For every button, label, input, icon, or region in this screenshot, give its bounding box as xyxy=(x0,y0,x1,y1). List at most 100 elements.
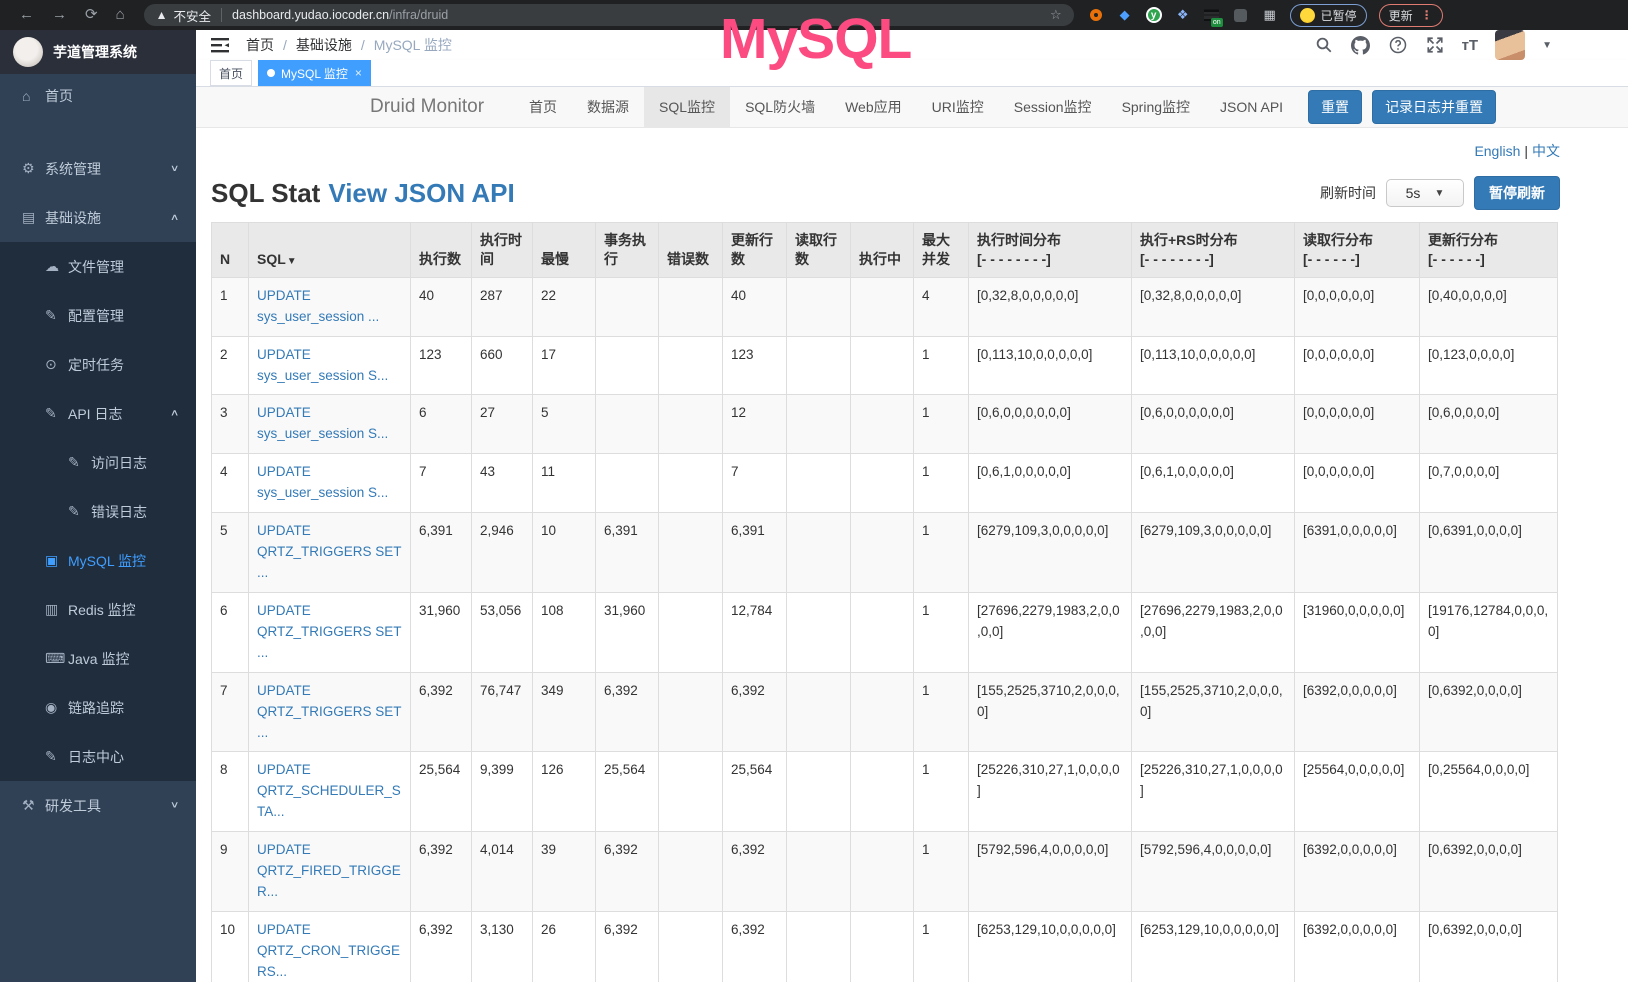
fullscreen-icon[interactable] xyxy=(1425,35,1445,55)
col-header-执行+RS时分布[interactable]: 执行+RS时分布 [- - - - - - - -] xyxy=(1131,222,1295,278)
stat-cell xyxy=(850,591,914,673)
search-icon[interactable] xyxy=(1314,35,1334,55)
reset-button[interactable]: 重置 xyxy=(1308,90,1363,124)
browser-reload-icon[interactable]: ⟳ xyxy=(85,6,98,23)
sql-link[interactable]: UPDATE sys_user_session S... xyxy=(257,464,389,501)
select-caret-icon: ▼ xyxy=(1434,187,1445,199)
sidebar-item-infra[interactable]: ▤ 基础设施 ∧ xyxy=(0,193,196,242)
stat-cell: 6,392 xyxy=(410,671,472,753)
bookmark-star-icon[interactable]: ☆ xyxy=(1049,7,1062,22)
extension-camera-icon[interactable] xyxy=(1233,7,1249,23)
sql-link[interactable]: UPDATE sys_user_session S... xyxy=(257,346,389,383)
sql-link[interactable]: UPDATE sys_user_session S... xyxy=(257,405,389,442)
col-header-执行时间[interactable]: 执行时间 xyxy=(471,222,533,278)
browser-menu-dots-icon[interactable]: ⋮ xyxy=(1420,8,1433,22)
extension-gem-icon[interactable]: ◆ xyxy=(1119,7,1130,22)
col-header-读取行分布[interactable]: 读取行分布 [- - - - - -] xyxy=(1294,222,1420,278)
druid-nav-webapp[interactable]: Web应用 xyxy=(845,98,902,115)
not-secure-label[interactable]: 不安全 xyxy=(173,9,212,24)
druid-nav-jsonapi[interactable]: JSON API xyxy=(1220,98,1284,115)
sidebar-item-home[interactable]: ⌂ 首页 xyxy=(0,74,196,118)
druid-nav-sql[interactable]: SQL监控 xyxy=(644,86,731,128)
sidebar-item-access-log[interactable]: ✎ 访问日志 xyxy=(0,438,196,487)
col-header-执行中[interactable]: 执行中 xyxy=(850,222,914,278)
sql-link[interactable]: UPDATE QRTZ_TRIGGERS SET ... xyxy=(257,682,402,740)
stat-cell: 31,960 xyxy=(410,591,472,673)
pause-refresh-button[interactable]: 暂停刷新 xyxy=(1474,176,1560,210)
extension-blocks-icon[interactable]: ❖ xyxy=(1176,7,1189,22)
lang-english-link[interactable]: English xyxy=(1474,143,1521,159)
tab-close-icon[interactable]: × xyxy=(354,66,362,80)
log-and-reset-button[interactable]: 记录日志并重置 xyxy=(1372,90,1497,124)
col-header-事务执行[interactable]: 事务执行 xyxy=(595,222,659,278)
stat-cell: [0,6,0,0,0,0,0,0] xyxy=(1131,394,1295,455)
address-bar[interactable]: ▲ 不安全 dashboard.yudao.iocoder.cn/infra/d… xyxy=(143,4,1074,26)
col-header-label: 错误数 xyxy=(667,250,709,267)
druid-nav-spring[interactable]: Spring监控 xyxy=(1121,98,1191,115)
hamburger-icon[interactable] xyxy=(211,37,229,53)
sidebar-item-file-mgmt[interactable]: ☁ 文件管理 xyxy=(0,242,196,291)
col-header-读取行数[interactable]: 读取行数 xyxy=(786,222,851,278)
sidebar-item-config-mgmt[interactable]: ✎ 配置管理 xyxy=(0,291,196,340)
druid-nav-uri[interactable]: URI监控 xyxy=(931,98,984,115)
col-header-执行时间分布[interactable]: 执行时间分布 [- - - - - - - -] xyxy=(968,222,1132,278)
stat-cell: 40 xyxy=(722,276,787,337)
tab-home[interactable]: 首页 xyxy=(210,60,253,86)
sidebar-item-java-monitor[interactable]: ⌨ Java 监控 xyxy=(0,634,196,683)
stat-cell: 27 xyxy=(471,394,533,455)
sidebar-item-dev-tools[interactable]: ⚒ 研发工具 ∨ xyxy=(0,781,196,830)
col-header-最慢[interactable]: 最慢 xyxy=(532,222,596,278)
browser-home-icon[interactable]: ⌂ xyxy=(115,6,125,23)
sql-link[interactable]: UPDATE QRTZ_CRON_TRIGGERS... xyxy=(257,921,401,979)
sidebar-item-tracing[interactable]: ◉ 链路追踪 xyxy=(0,683,196,732)
paused-pill[interactable]: 已暂停 xyxy=(1289,3,1367,27)
sidebar-item-api-logs[interactable]: ✎ API 日志 ∧ xyxy=(0,389,196,438)
druid-brand[interactable]: Druid Monitor xyxy=(370,96,485,117)
tab-mysql-monitor[interactable]: MySQL 监控 × xyxy=(258,60,371,86)
col-header-label: 执行+RS时分布 xyxy=(1140,232,1238,248)
font-size-icon[interactable]: тT xyxy=(1461,36,1479,54)
druid-nav-home[interactable]: 首页 xyxy=(529,98,558,115)
sidebar-item-scheduled-jobs[interactable]: ⊙ 定时任务 xyxy=(0,340,196,389)
druid-nav-wall[interactable]: SQL防火墙 xyxy=(745,98,816,115)
col-header-N[interactable]: N xyxy=(211,222,249,278)
sidebar-item-error-log[interactable]: ✎ 错误日志 xyxy=(0,487,196,536)
avatar-caret-down-icon[interactable]: ▼ xyxy=(1542,39,1552,51)
help-icon[interactable] xyxy=(1388,35,1408,55)
view-json-api-link[interactable]: View JSON API xyxy=(328,177,515,208)
col-header-SQL[interactable]: SQL▼ xyxy=(248,222,411,278)
sidebar-item-redis-monitor[interactable]: ▥ Redis 监控 xyxy=(0,585,196,634)
browser-forward-icon[interactable]: → xyxy=(52,6,67,23)
col-header-更新行分布[interactable]: 更新行分布 [- - - - - -] xyxy=(1419,222,1558,278)
stat-cell: 4 xyxy=(211,453,249,514)
lang-chinese-link[interactable]: 中文 xyxy=(1532,143,1560,159)
col-header-执行数[interactable]: 执行数 xyxy=(410,222,472,278)
access-log-icon: ✎ xyxy=(68,454,80,470)
breadcrumb-infra[interactable]: 基础设施 xyxy=(295,37,352,53)
extension-donut-icon[interactable] xyxy=(1088,7,1104,23)
browser-update-pill[interactable]: 更新 ⋮ xyxy=(1378,3,1443,27)
sql-link[interactable]: UPDATE QRTZ_TRIGGERS SET ... xyxy=(257,523,402,580)
github-icon[interactable] xyxy=(1351,35,1371,55)
user-avatar[interactable] xyxy=(1495,30,1526,60)
extension-y-icon[interactable]: y xyxy=(1145,7,1162,23)
sql-link[interactable]: UPDATE QRTZ_FIRED_TRIGGER... xyxy=(257,842,401,900)
refresh-interval-select[interactable]: 5s ▼ xyxy=(1386,179,1464,207)
col-header-错误数[interactable]: 错误数 xyxy=(658,222,723,278)
sql-link[interactable]: UPDATE QRTZ_TRIGGERS SET ... xyxy=(257,602,402,660)
browser-back-icon[interactable]: ← xyxy=(19,6,34,23)
extension-list-icon[interactable]: on xyxy=(1204,7,1223,27)
breadcrumb-home[interactable]: 首页 xyxy=(246,37,274,53)
sidebar-item-system-mgmt[interactable]: ⚙ 系统管理 ∨ xyxy=(0,144,196,193)
sidebar-item-log-center[interactable]: ✎ 日志中心 xyxy=(0,732,196,781)
sidebar-item-mysql-monitor[interactable]: ▣ MySQL 监控 xyxy=(0,536,196,585)
sidebar-logo[interactable]: 芋道管理系统 xyxy=(0,30,196,74)
druid-nav-session[interactable]: Session监控 xyxy=(1013,98,1092,115)
col-header-更新行数[interactable]: 更新行数 xyxy=(722,222,787,278)
druid-nav-datasource[interactable]: 数据源 xyxy=(587,98,630,115)
extensions-puzzle-icon[interactable]: ▦ xyxy=(1263,7,1276,22)
col-header-最大并发[interactable]: 最大并发 xyxy=(913,222,969,278)
sql-link[interactable]: UPDATE QRTZ_SCHEDULER_STA... xyxy=(257,762,401,820)
col-header-label: 最大并发 xyxy=(922,232,950,267)
sql-link[interactable]: UPDATE sys_user_session ... xyxy=(257,287,380,324)
